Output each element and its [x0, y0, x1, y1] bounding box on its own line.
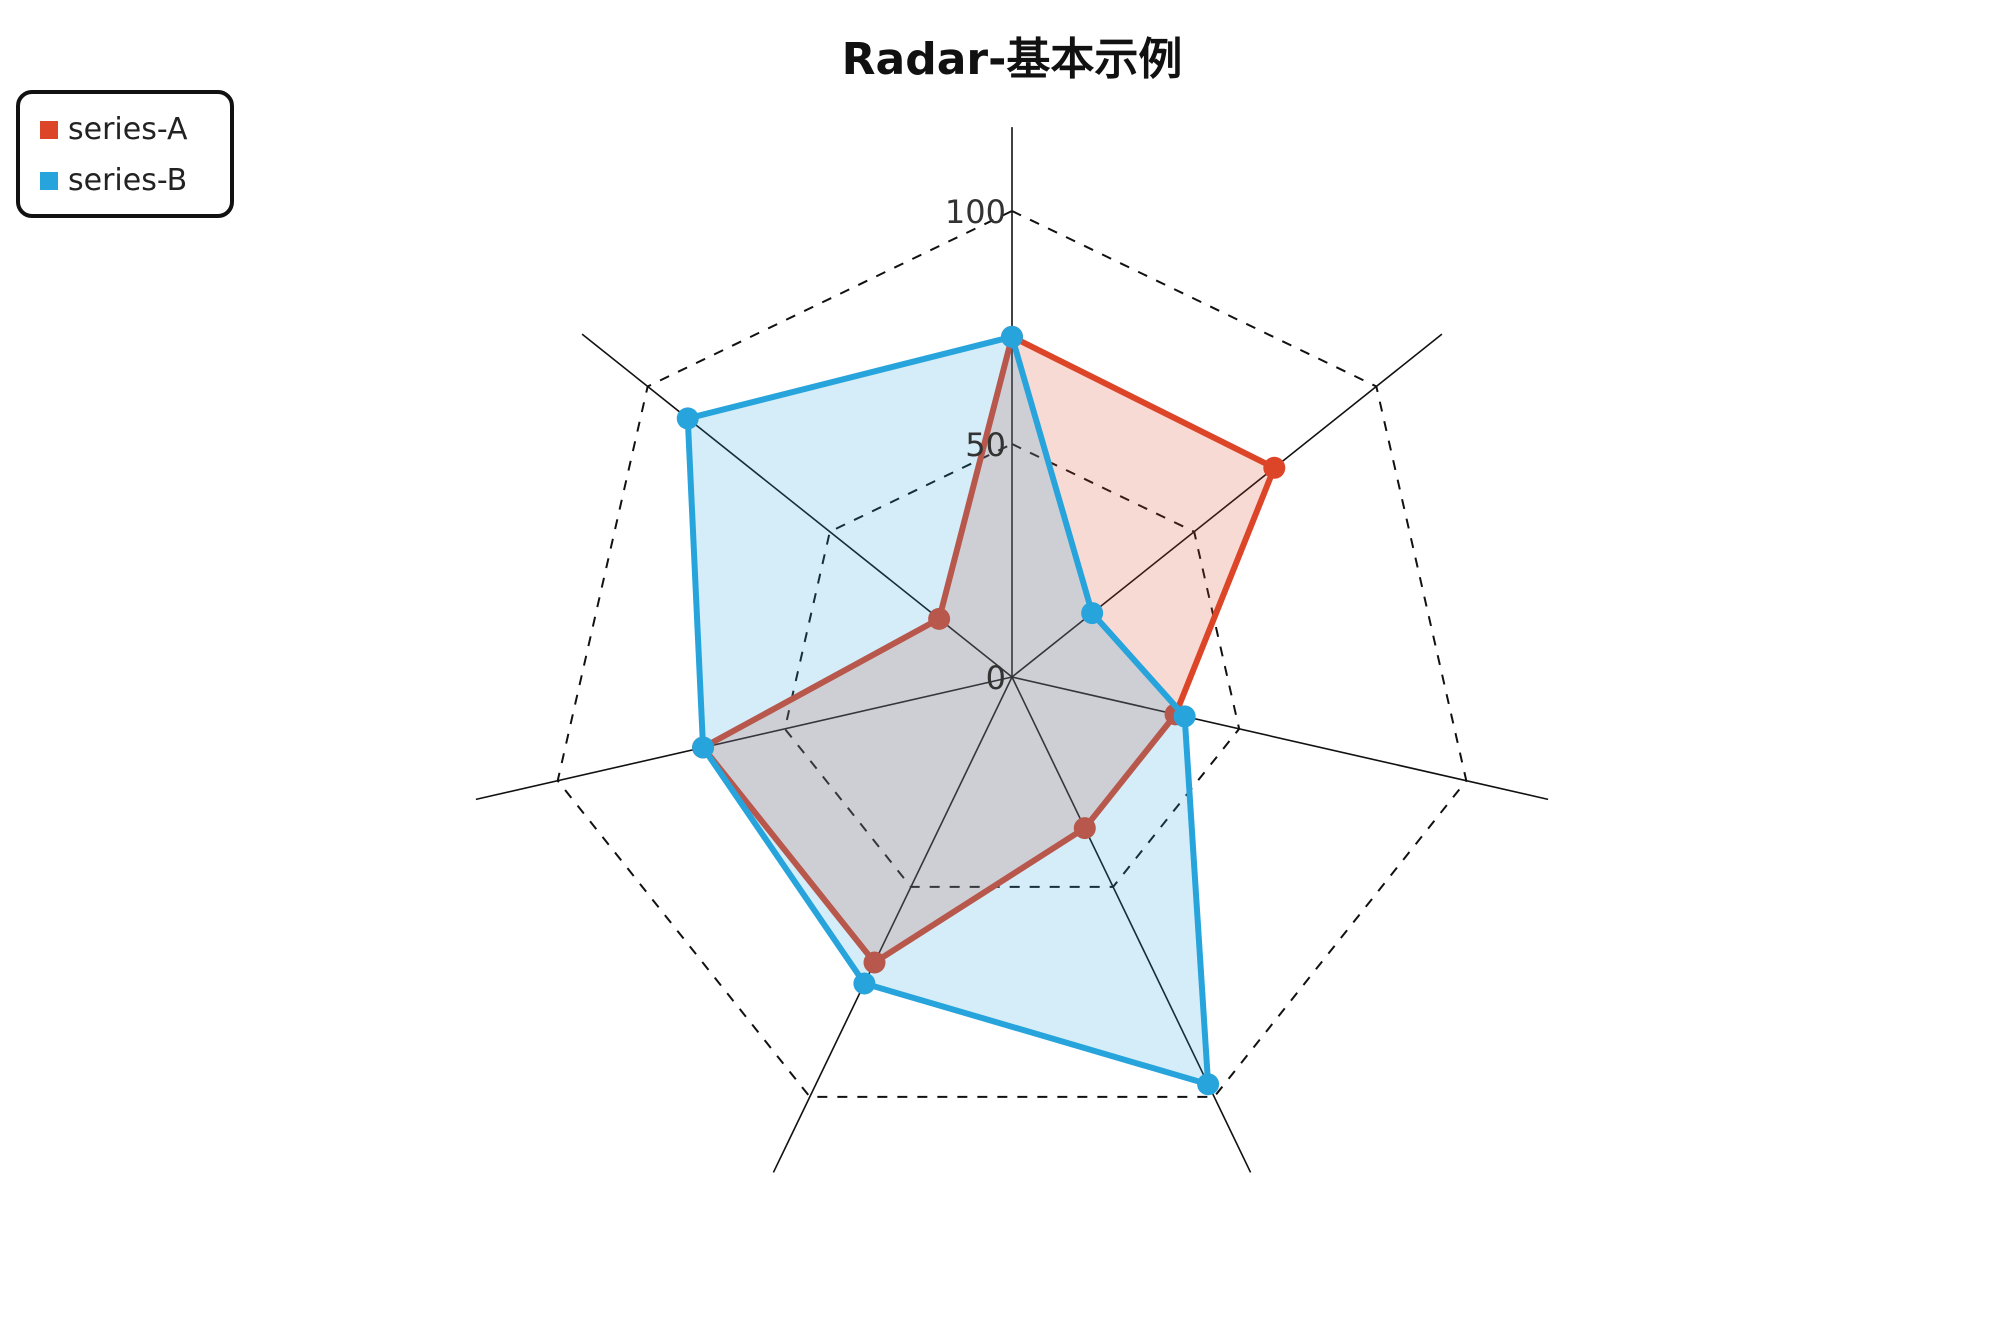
series-b-point-5[interactable]: [853, 972, 876, 995]
legend-swatch-series-b[interactable]: [40, 172, 58, 190]
legend-label-series-b[interactable]: series-B: [68, 163, 187, 198]
radar-tick-labels: 0 50 100: [945, 193, 1006, 697]
tick-label-50: 50: [965, 426, 1006, 464]
series-b[interactable]: [676, 325, 1220, 1096]
series-b-point-6[interactable]: [692, 736, 715, 759]
legend-label-series-a[interactable]: series-A: [68, 112, 188, 147]
series-b-point-2[interactable]: [1081, 602, 1104, 625]
legend[interactable]: series-A series-B: [16, 90, 234, 218]
radar-series: [676, 325, 1286, 1096]
series-a-area: [700, 333, 1278, 966]
chart-title: Radar-基本示例: [842, 34, 1183, 85]
axis-line-3: [1011, 676, 1549, 801]
series-b-point-4[interactable]: [1197, 1073, 1220, 1096]
grid-ring-50: [783, 442, 1241, 888]
legend-swatch-series-a[interactable]: [40, 121, 58, 139]
radar-grid: [556, 209, 1468, 1098]
series-a-point-5[interactable]: [863, 951, 886, 974]
axis-line-5: [772, 676, 1013, 1173]
series-a-point-2[interactable]: [1263, 456, 1286, 479]
series-a-point-7[interactable]: [928, 607, 951, 630]
series-b-point-7[interactable]: [676, 407, 699, 430]
tick-label-0: 0: [986, 659, 1006, 697]
legend-box: [16, 90, 234, 218]
series-a-point-4[interactable]: [1073, 817, 1096, 840]
tick-label-100: 100: [945, 193, 1006, 231]
axis-line-6: [475, 676, 1013, 801]
series-b-point-3[interactable]: [1173, 705, 1196, 728]
series-b-area: [684, 333, 1212, 1088]
series-b-point-1[interactable]: [1001, 325, 1023, 348]
